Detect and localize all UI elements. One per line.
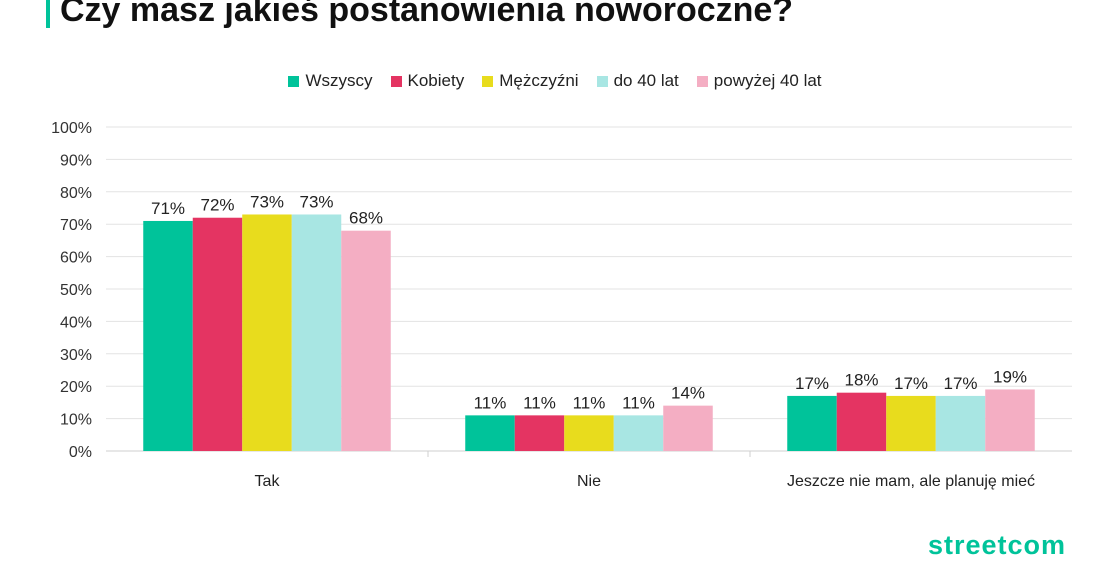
legend-label: powyżej 40 lat [713, 71, 822, 90]
legend-item: Kobiety [390, 71, 465, 91]
y-tick-label: 50% [60, 282, 92, 299]
data-label: 73% [250, 192, 284, 211]
category-label: Nie [577, 473, 601, 490]
bar [514, 415, 565, 451]
bar [192, 217, 243, 451]
bar [663, 405, 713, 451]
data-label: 11% [474, 393, 507, 412]
legend-label: Mężczyźni [499, 71, 579, 90]
bar [836, 392, 887, 451]
legend-swatch [696, 75, 708, 87]
data-label: 71% [151, 199, 185, 218]
legend-label: Wszyscy [305, 71, 373, 90]
legend-swatch [288, 75, 300, 87]
legend-swatch [482, 75, 494, 87]
bar [143, 220, 193, 451]
y-tick-label: 20% [60, 379, 92, 396]
bar [935, 395, 986, 451]
title-accent-bar [46, 0, 50, 28]
data-label: 17% [795, 374, 829, 393]
data-label: 18% [844, 371, 878, 390]
data-label: 68% [349, 209, 383, 228]
data-label: 19% [993, 367, 1027, 386]
y-tick-label: 100% [51, 120, 92, 137]
data-label: 11% [573, 393, 606, 412]
category-label: Tak [255, 473, 281, 490]
legend-item: do 40 lat [596, 71, 679, 91]
data-label: 17% [943, 374, 977, 393]
y-tick-label: 80% [60, 185, 92, 202]
y-tick-label: 70% [60, 217, 92, 234]
legend-item: Wszyscy [288, 71, 373, 91]
data-label: 73% [299, 192, 333, 211]
y-tick-label: 90% [60, 152, 92, 169]
bar [242, 214, 292, 451]
y-tick-label: 60% [60, 250, 92, 267]
data-label: 14% [671, 384, 705, 403]
bar [886, 395, 936, 451]
legend-item: Mężczyźni [482, 71, 579, 91]
bar [985, 389, 1035, 451]
bar [291, 214, 342, 451]
brand-logo: streetcom [927, 530, 1066, 560]
legend-label: Kobiety [407, 71, 465, 90]
chart-legend: Wszyscy Kobiety Mężczyźni do 40 lat powyżej … [0, 71, 1110, 91]
y-tick-label: 40% [60, 314, 92, 331]
bar [341, 230, 391, 451]
y-tick-label: 0% [69, 444, 92, 461]
data-label: 11% [523, 393, 556, 412]
bar [613, 415, 664, 451]
bar [465, 415, 515, 451]
data-label: 72% [200, 196, 234, 215]
category-label: Jeszcze nie mam, ale planuję mieć [787, 473, 1035, 490]
data-label: 17% [894, 374, 928, 393]
bar [564, 415, 614, 451]
legend-item: powyżej 40 lat [696, 71, 822, 91]
legend-swatch [390, 75, 402, 87]
bar [787, 395, 837, 451]
page-title: Czy masz jakieś postanowienia noworoczne… [60, 0, 794, 29]
data-label: 11% [622, 393, 655, 412]
y-tick-label: 30% [60, 347, 92, 364]
legend-label: do 40 lat [613, 71, 679, 90]
legend-swatch [596, 75, 608, 87]
y-tick-label: 10% [60, 412, 92, 429]
